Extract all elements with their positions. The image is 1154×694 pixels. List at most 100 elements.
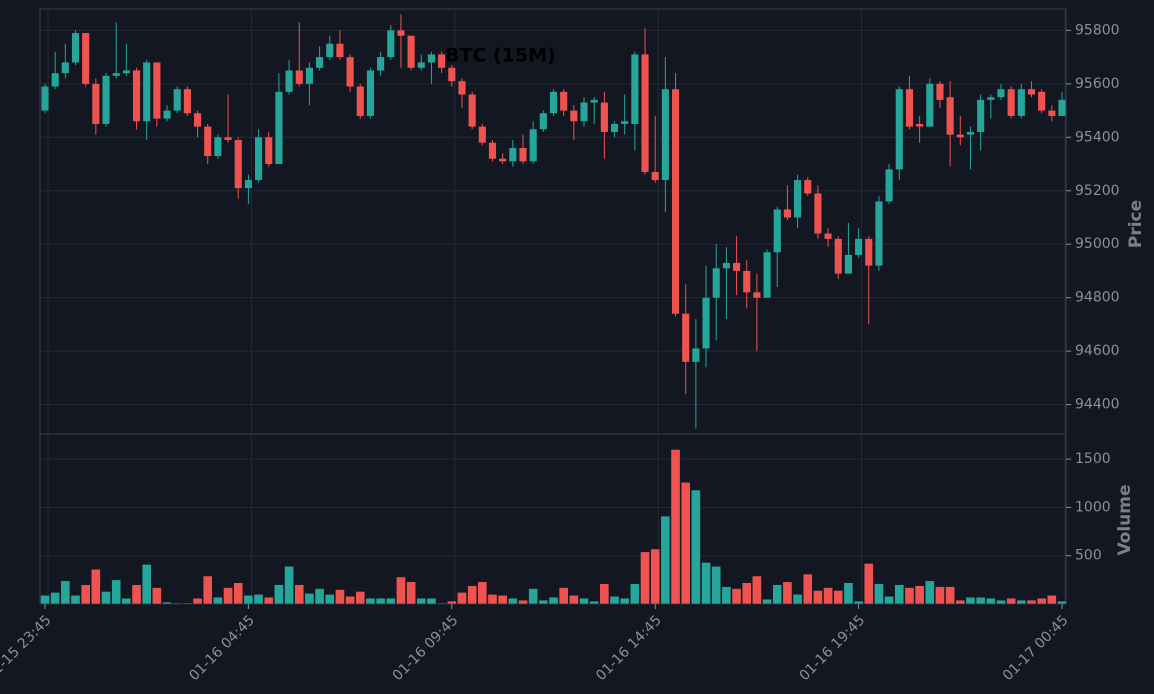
- candle-body: [71, 33, 80, 63]
- candle-body: [621, 121, 629, 124]
- y-tick-label: 95600: [1075, 76, 1120, 92]
- candle-body: [549, 91, 558, 114]
- candle-body: [234, 139, 242, 189]
- candle-body: [570, 110, 578, 122]
- candle-body: [580, 102, 588, 122]
- volume-panel: [39, 433, 1067, 605]
- volume-bar: [233, 582, 244, 605]
- volume-axis-label: Volume: [1115, 484, 1135, 555]
- volume-bar: [253, 594, 264, 605]
- volume-bar: [80, 584, 91, 605]
- volume-bar: [863, 563, 874, 605]
- candle-body: [539, 113, 547, 130]
- candle-body: [590, 99, 598, 103]
- candle-body: [692, 348, 700, 362]
- volume-bar: [548, 596, 559, 605]
- candle-body: [499, 158, 507, 162]
- candle-body: [377, 57, 385, 71]
- volume-bar: [630, 583, 640, 605]
- volume-bar: [680, 482, 691, 605]
- volume-bar: [518, 599, 528, 605]
- volume-bar: [467, 585, 477, 605]
- candle-body: [783, 209, 791, 218]
- candle-body: [956, 134, 964, 138]
- volume-bar: [884, 596, 894, 605]
- candle-body: [926, 83, 934, 127]
- volume-bar: [711, 566, 722, 605]
- candle-body: [722, 262, 730, 269]
- volume-bar: [111, 579, 122, 605]
- volume-bar: [152, 587, 162, 605]
- candle-body: [265, 137, 273, 165]
- candle-body: [671, 89, 680, 314]
- volume-bar: [599, 583, 610, 605]
- candle-body: [163, 110, 171, 119]
- candle-body: [153, 62, 161, 119]
- volume-bar: [477, 581, 488, 605]
- volume-bar: [741, 582, 752, 605]
- candle-body: [255, 137, 263, 181]
- candle-body: [224, 137, 232, 140]
- volume-bar: [40, 595, 50, 605]
- volume-bar: [416, 597, 427, 605]
- volume-bar: [396, 576, 406, 605]
- candle-body: [997, 89, 1005, 98]
- volume-bar: [375, 597, 386, 605]
- candle-body: [905, 89, 914, 127]
- volume-bar: [345, 596, 355, 605]
- candle-body: [773, 209, 781, 253]
- candle-body: [316, 57, 324, 68]
- candle-body: [946, 97, 954, 135]
- volume-bar: [935, 586, 945, 605]
- volume-bar: [436, 602, 447, 605]
- volume-bar: [426, 597, 437, 605]
- candle-body: [682, 313, 690, 362]
- candle-body: [1058, 99, 1066, 116]
- volume-bar: [131, 584, 142, 605]
- volume-bar: [945, 586, 955, 605]
- candle-body: [458, 81, 466, 95]
- candle-body: [285, 70, 293, 92]
- candle-body: [143, 62, 151, 122]
- volume-bar: [497, 595, 508, 605]
- y-axis-label: Price: [1126, 200, 1146, 248]
- candle-body: [966, 131, 975, 135]
- volume-bar: [528, 588, 538, 605]
- volume-bar: [853, 600, 864, 605]
- volume-bar: [650, 548, 661, 605]
- candle-body: [468, 94, 476, 127]
- candle-body: [916, 123, 924, 127]
- volume-bar: [487, 594, 498, 605]
- volume-bar: [192, 597, 203, 605]
- volume-bar: [50, 592, 60, 605]
- candle-body: [865, 238, 873, 266]
- volume-bar: [101, 591, 111, 605]
- volume-bar: [579, 597, 589, 605]
- volume-bar: [752, 575, 762, 605]
- candle-body: [977, 99, 985, 132]
- volume-bar: [314, 588, 325, 605]
- volume-bar: [406, 581, 416, 605]
- chart-title: BTC (15M): [445, 45, 556, 67]
- volume-bar: [141, 564, 152, 605]
- candle-body: [305, 67, 313, 84]
- candle-body: [448, 67, 456, 82]
- volume-bar: [813, 590, 823, 605]
- volume-bar: [874, 583, 884, 605]
- volume-bar: [1036, 597, 1047, 605]
- candle-body: [366, 70, 374, 116]
- candle-body: [326, 43, 334, 58]
- volume-bar: [772, 584, 783, 605]
- volume-tick-label: 1000: [1075, 499, 1111, 515]
- candle-body: [651, 172, 659, 181]
- volume-bar: [294, 584, 305, 605]
- candle-body: [275, 91, 283, 165]
- candle-body: [804, 180, 812, 194]
- candle-body: [1007, 89, 1015, 116]
- volume-bar: [274, 584, 284, 605]
- volume-bar: [1057, 600, 1067, 605]
- candle-body: [193, 113, 202, 127]
- candle-body: [794, 180, 802, 218]
